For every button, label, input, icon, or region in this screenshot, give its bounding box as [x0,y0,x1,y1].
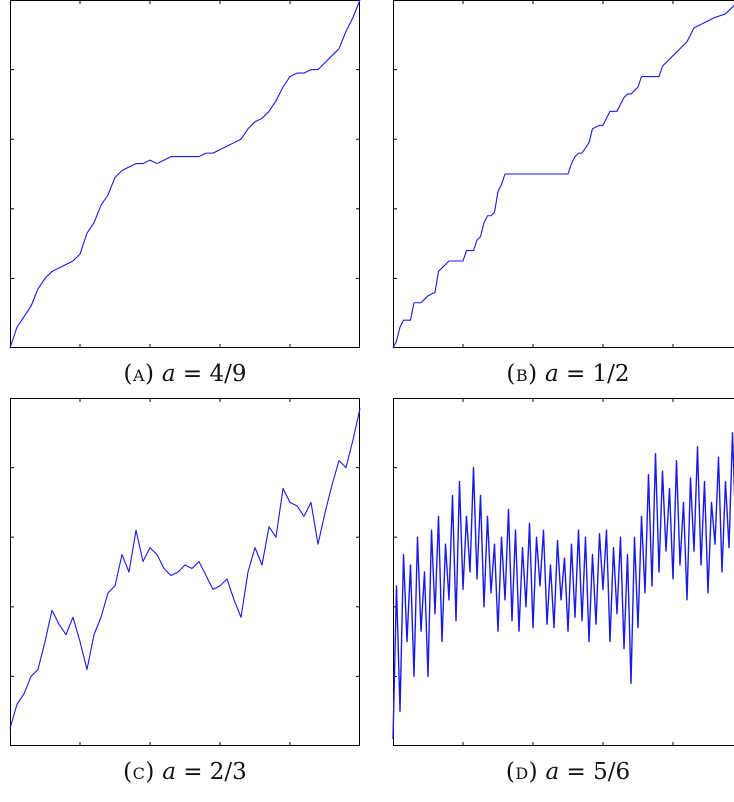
caption-b-var: a [544,361,559,387]
caption-d-value: = 5/6 [559,759,631,785]
caption-b-tag: (b) [506,361,538,387]
plot-frame-b [393,0,734,348]
chart-panel-c [9,398,361,746]
plot-frame-a [10,0,360,348]
caption-d-tag: (d) [505,759,539,785]
caption-a: (a) a = 4/9 [15,361,355,387]
caption-b-value: = 1/2 [558,361,630,387]
chart-panel-a [9,0,361,349]
series-line-b [392,4,734,349]
plot-frame-d [393,398,734,746]
caption-d: (d) a = 5/6 [398,759,734,785]
caption-a-value: = 4/9 [175,361,247,387]
caption-c-var: a [162,759,176,785]
chart-panel-b [392,0,734,349]
plot-frame-c [10,398,360,746]
chart-panel-d [392,398,734,746]
series-line-d [392,432,734,740]
series-line-c [9,408,361,729]
caption-d-var: a [545,759,560,785]
caption-b: (b) a = 1/2 [398,361,734,387]
caption-a-tag: (a) [123,361,155,387]
caption-c-tag: (c) [123,759,155,785]
caption-c: (c) a = 2/3 [15,759,355,785]
series-line-a [9,0,361,349]
caption-c-value: = 2/3 [175,759,247,785]
caption-a-var: a [161,361,176,387]
